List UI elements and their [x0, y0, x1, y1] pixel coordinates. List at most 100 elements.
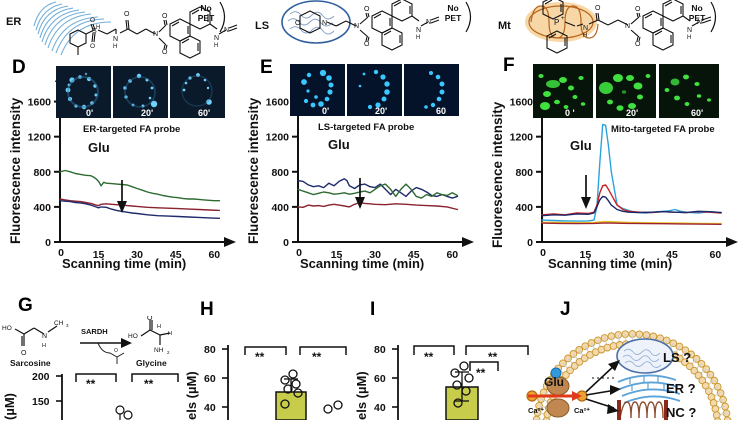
svg-text:O: O: [162, 13, 168, 20]
svg-text:N: N: [416, 27, 421, 34]
panel-e-caption: LS-targeted FA probe: [318, 122, 414, 133]
svg-text:H: H: [687, 35, 691, 41]
svg-text:60: 60: [204, 373, 216, 385]
er-tag: ER: [6, 12, 21, 30]
panel-h-plot: 80 60 40 ** **: [200, 335, 360, 420]
svg-text:0: 0: [540, 247, 546, 259]
svg-text:N: N: [354, 23, 359, 30]
svg-text:O: O: [635, 41, 641, 48]
partial-panel-plot: 200 150 ** **: [28, 370, 188, 420]
panel-d-xlabel: Scanning time (min): [62, 256, 186, 271]
panel-f-timestamp-1: 20': [626, 108, 638, 118]
panel-e-ylabel: Fluorescence intensity: [246, 98, 261, 244]
panel-j-ls-label: LS ?: [663, 350, 691, 365]
panel-d-timestamp-0: 0': [86, 108, 93, 118]
svg-text:O: O: [124, 11, 130, 18]
partial-panel-ylabel: (µM): [2, 393, 17, 420]
panel-d-inset-0: 0': [56, 66, 111, 118]
svg-text:O: O: [635, 6, 641, 13]
panel-g-reaction: HO O N H CH 3 Sarcosine SARDH O HO: [2, 316, 177, 368]
er-no-pet-label: No PET: [193, 3, 219, 23]
panel-d-timestamp-1: 20': [141, 108, 153, 118]
svg-text:H: H: [42, 343, 46, 349]
svg-text:N: N: [583, 25, 588, 32]
svg-text:N: N: [153, 31, 158, 38]
svg-text:O: O: [147, 316, 153, 322]
svg-text:O: O: [364, 41, 370, 48]
panel-h-ylabel: els (µM): [184, 371, 199, 420]
svg-text:2: 2: [167, 350, 170, 355]
svg-text:**: **: [86, 377, 96, 391]
svg-text:N: N: [687, 27, 692, 34]
panel-d-ylabel: Fluorescence intensity: [8, 98, 23, 244]
svg-text:800: 800: [515, 167, 533, 179]
svg-text:SARDH: SARDH: [81, 327, 108, 336]
svg-text:1200: 1200: [266, 132, 290, 144]
svg-text:**: **: [424, 350, 434, 364]
svg-text:O: O: [114, 348, 118, 354]
svg-text:150: 150: [32, 396, 50, 408]
panel-d-timestamp-2: 60': [198, 108, 210, 118]
panel-i-ylabel: els (µM): [354, 371, 369, 420]
svg-text:N: N: [113, 36, 118, 43]
svg-text:1600: 1600: [510, 97, 534, 109]
panel-j-ca-out-label: Ca²⁺: [528, 406, 544, 415]
svg-text:1200: 1200: [510, 132, 534, 144]
svg-text:400: 400: [271, 202, 289, 214]
panel-e-glu-label: Glu: [328, 137, 350, 152]
panel-f-inset-0: 0 ': [533, 64, 593, 118]
svg-text:0: 0: [45, 237, 51, 249]
svg-text:O: O: [595, 5, 601, 12]
svg-text:0: 0: [283, 237, 289, 249]
panel-e-timestamp-1: 20': [375, 106, 387, 116]
svg-text:**: **: [144, 377, 154, 391]
svg-text:HO: HO: [2, 325, 12, 332]
svg-text:NH: NH: [154, 347, 164, 354]
svg-text:H: H: [416, 35, 420, 41]
panel-f-timestamp-2: 60': [691, 108, 703, 118]
svg-text:40: 40: [204, 402, 216, 414]
panel-j-ca-in-label: Ca²⁺: [574, 406, 590, 415]
svg-text:O: O: [364, 6, 370, 13]
pet-text: PET: [684, 13, 710, 23]
svg-text:H: H: [113, 44, 117, 50]
svg-text:N: N: [426, 19, 431, 26]
panel-d-inset-2: 60': [170, 66, 225, 118]
panel-e-timestamp-0: 0': [322, 106, 329, 116]
panel-j-diagram: [520, 320, 744, 420]
panel-j-er-label: ER ?: [666, 381, 696, 396]
svg-text:HO: HO: [128, 333, 138, 340]
panel-j-nc-label: NC ?: [666, 405, 696, 420]
svg-text:N: N: [42, 333, 47, 340]
panel-letter-g: G: [18, 296, 33, 315]
panel-f-xlabel: Scanning time (min): [548, 256, 672, 271]
svg-text:0: 0: [527, 237, 533, 249]
svg-text:N: N: [322, 20, 327, 27]
svg-text:O: O: [21, 350, 27, 357]
svg-text:80: 80: [374, 344, 386, 356]
ls-bracket-icon: [464, 0, 480, 39]
panel-f-inset-1: 20': [596, 64, 656, 118]
svg-text:P: P: [554, 18, 559, 27]
panel-d-glu-label: Glu: [88, 140, 110, 155]
panel-e-timestamp-2: 60: [436, 106, 446, 116]
svg-text:**: **: [476, 366, 486, 380]
svg-text:H: H: [157, 324, 161, 330]
panel-e-xlabel: Scanning time (min): [300, 256, 424, 271]
svg-text:**: **: [488, 350, 498, 364]
svg-text:400: 400: [33, 202, 51, 214]
ls-tag: LS: [255, 16, 269, 34]
svg-text:O: O: [162, 49, 168, 56]
panel-i-plot: 80 60 40 ** ** **: [370, 335, 535, 420]
svg-text:60: 60: [374, 373, 386, 385]
svg-text:Glycine: Glycine: [136, 358, 167, 368]
mt-tag: Mt: [498, 16, 511, 34]
svg-text:H: H: [214, 43, 218, 49]
panel-f-caption: Mito-targeted FA probe: [611, 124, 715, 135]
svg-text:H: H: [583, 33, 587, 39]
panel-f-inset-2: 60': [659, 64, 719, 118]
svg-text:800: 800: [271, 167, 289, 179]
panel-letter-h: H: [200, 300, 214, 319]
panel-f-glu-label: Glu: [570, 138, 592, 153]
svg-text:1600: 1600: [266, 97, 290, 109]
